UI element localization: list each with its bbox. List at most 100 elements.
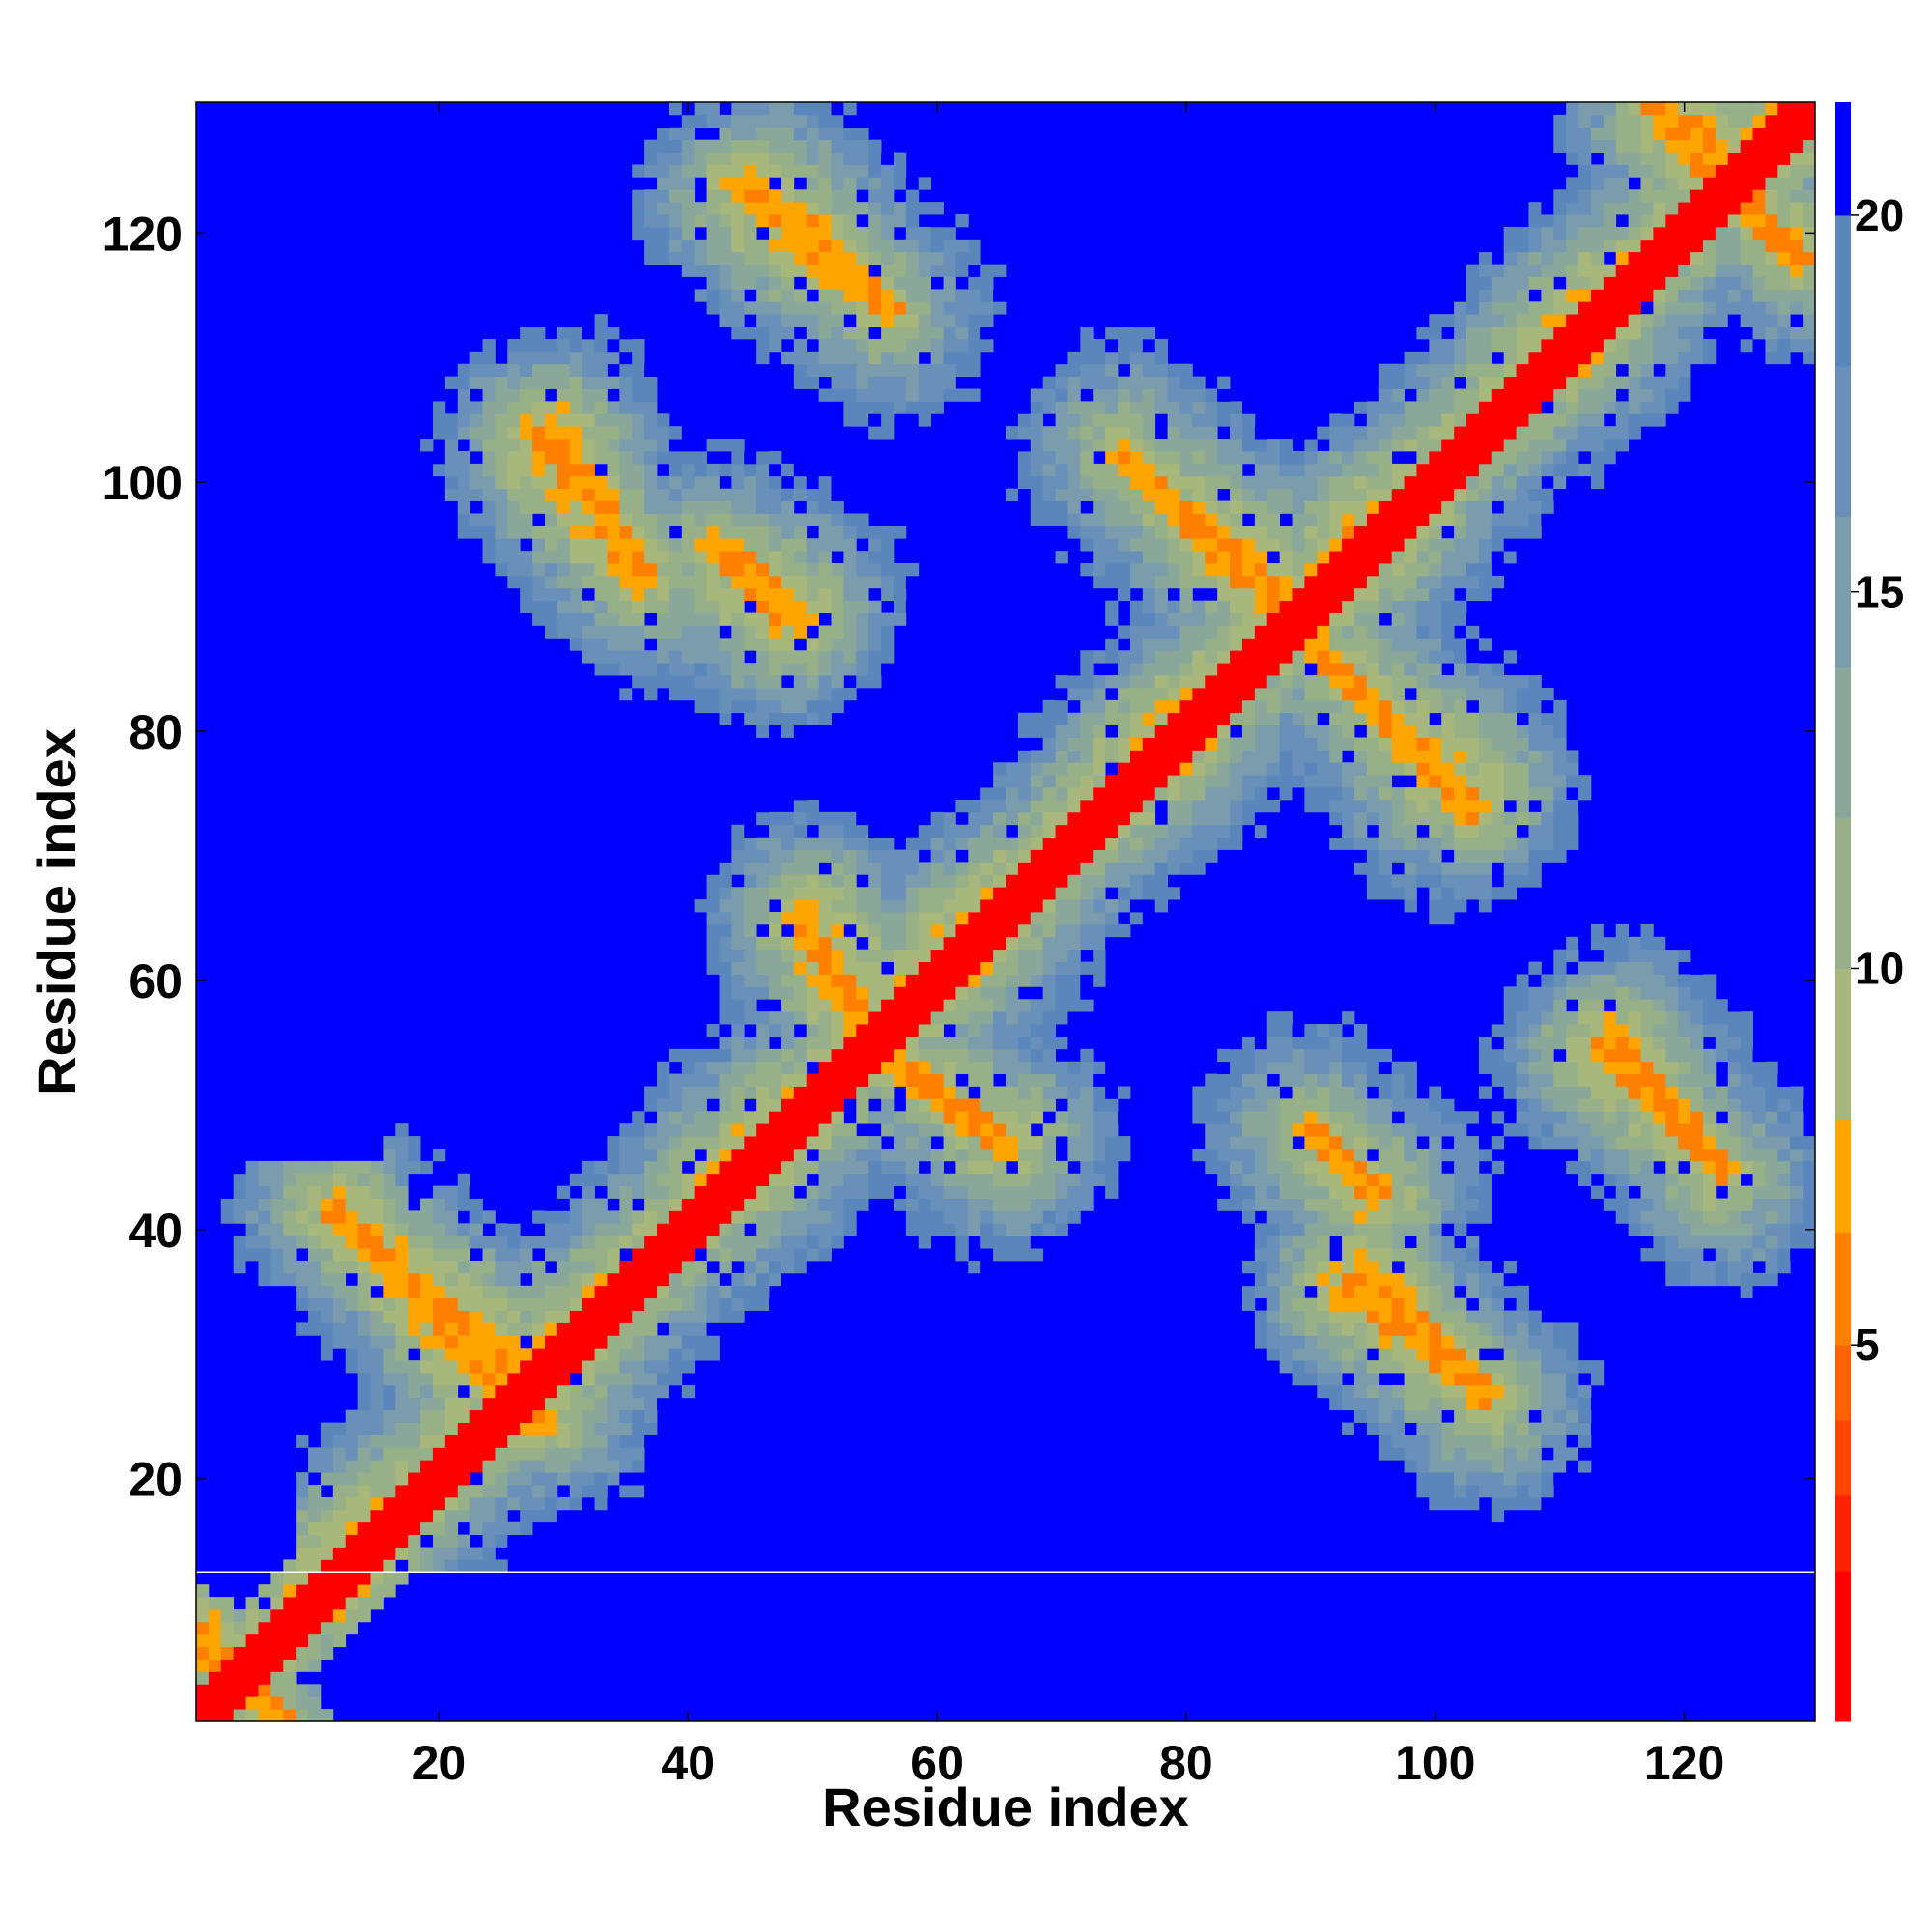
heatmap-cell — [843, 612, 857, 626]
heatmap-cell — [482, 551, 496, 564]
heatmap-cell — [1640, 1198, 1654, 1211]
heatmap-cell — [619, 538, 633, 552]
heatmap-cell — [1329, 837, 1343, 850]
heatmap-cell — [1192, 724, 1206, 738]
heatmap-cell — [1702, 1210, 1717, 1224]
heatmap-cell — [1366, 837, 1380, 850]
heatmap-cell — [444, 1460, 459, 1473]
heatmap-cell — [1230, 513, 1243, 526]
heatmap-cell — [1454, 899, 1467, 913]
heatmap-cell — [657, 1111, 670, 1124]
heatmap-cell — [370, 1422, 384, 1435]
heatmap-cell — [1441, 1297, 1455, 1311]
heatmap-cell — [444, 1348, 459, 1361]
heatmap-cell — [619, 600, 633, 613]
heatmap-cell — [706, 638, 720, 651]
heatmap-cell — [1665, 1198, 1679, 1211]
heatmap-cell — [1006, 1024, 1019, 1037]
heatmap-cell — [831, 824, 844, 838]
heatmap-cell — [831, 1198, 844, 1211]
heatmap-cell — [1241, 762, 1256, 776]
heatmap-cell — [1154, 563, 1168, 577]
heatmap-cell — [905, 1223, 920, 1236]
heatmap-cell — [905, 961, 920, 975]
heatmap-cell — [731, 663, 745, 676]
heatmap-cell — [1441, 1335, 1455, 1349]
heatmap-cell — [868, 563, 882, 577]
heatmap-cell — [893, 587, 907, 602]
heatmap-cell — [881, 587, 895, 602]
heatmap-cell — [1441, 837, 1455, 850]
heatmap-cell — [769, 936, 782, 951]
heatmap-cell — [1254, 724, 1268, 738]
heatmap-cell — [1154, 737, 1168, 751]
heatmap-cell — [1702, 1111, 1717, 1124]
heatmap-cell — [1503, 1061, 1517, 1074]
heatmap-cell — [1142, 638, 1156, 651]
heatmap-cell — [930, 1098, 944, 1112]
heatmap-cell — [1129, 600, 1144, 613]
heatmap-cell — [1416, 551, 1430, 564]
heatmap-cell — [781, 899, 795, 913]
heatmap-cell — [1378, 1210, 1393, 1224]
heatmap-cell — [1491, 1272, 1505, 1287]
heatmap-cell — [408, 1285, 421, 1299]
heatmap-cell — [1230, 625, 1243, 639]
heatmap-cell — [856, 824, 869, 838]
heatmap-cell — [444, 1559, 459, 1573]
heatmap-cell — [1541, 1485, 1554, 1498]
heatmap-cell — [556, 625, 571, 639]
heatmap-cell — [1353, 612, 1368, 626]
heatmap-cell — [1553, 811, 1567, 826]
heatmap-cell — [706, 1198, 720, 1211]
heatmap-cell — [1429, 837, 1442, 850]
heatmap-cell — [457, 1422, 471, 1435]
heatmap-cell — [681, 1198, 696, 1211]
heatmap-cell — [1279, 538, 1293, 552]
heatmap-cell — [681, 513, 696, 526]
heatmap-cell — [1304, 712, 1318, 726]
heatmap-cell — [706, 949, 720, 962]
heatmap-cell — [245, 1646, 259, 1660]
heatmap-cell — [420, 1223, 434, 1236]
heatmap-cell — [220, 1659, 235, 1672]
heatmap-cell — [258, 1621, 271, 1635]
heatmap-cell — [495, 1435, 508, 1448]
heatmap-cell — [1478, 1048, 1492, 1063]
heatmap-cell — [495, 1485, 508, 1498]
heatmap-cell — [1378, 1123, 1393, 1137]
heatmap-cell — [1067, 724, 1081, 738]
heatmap-cell — [1416, 799, 1430, 813]
heatmap-cell — [668, 663, 683, 676]
heatmap-cell — [769, 675, 782, 689]
heatmap-cell — [270, 1671, 284, 1685]
heatmap-cell — [432, 1198, 446, 1211]
heatmap-cell — [569, 1248, 583, 1262]
heatmap-cell — [357, 1236, 371, 1249]
heatmap-cell — [706, 1322, 720, 1336]
heatmap-cell — [831, 1210, 844, 1224]
heatmap-cell — [383, 1173, 396, 1187]
heatmap-cell — [1292, 638, 1305, 651]
heatmap-cell — [345, 1360, 358, 1374]
heatmap-cell — [856, 1198, 869, 1211]
heatmap-cell — [345, 1236, 358, 1249]
heatmap-cell — [1179, 775, 1193, 788]
heatmap-cell — [556, 1509, 571, 1523]
heatmap-cell — [582, 551, 595, 564]
heatmap-cell — [1429, 799, 1442, 813]
heatmap-cell — [1317, 1148, 1330, 1162]
heatmap-cell — [258, 1684, 271, 1697]
heatmap-cell — [1790, 1185, 1804, 1199]
heatmap-cell — [681, 1111, 696, 1124]
heatmap-cell — [1317, 625, 1330, 639]
heatmap-cell — [918, 1185, 932, 1199]
heatmap-cell — [1006, 1036, 1019, 1050]
heatmap-cell — [1292, 1160, 1305, 1175]
heatmap-cell — [632, 563, 645, 577]
heatmap-cell — [520, 587, 533, 602]
heatmap-cell — [1142, 699, 1156, 714]
heatmap-cell — [370, 1210, 384, 1224]
heatmap-cell — [1017, 775, 1032, 788]
heatmap-cell — [1466, 663, 1480, 676]
